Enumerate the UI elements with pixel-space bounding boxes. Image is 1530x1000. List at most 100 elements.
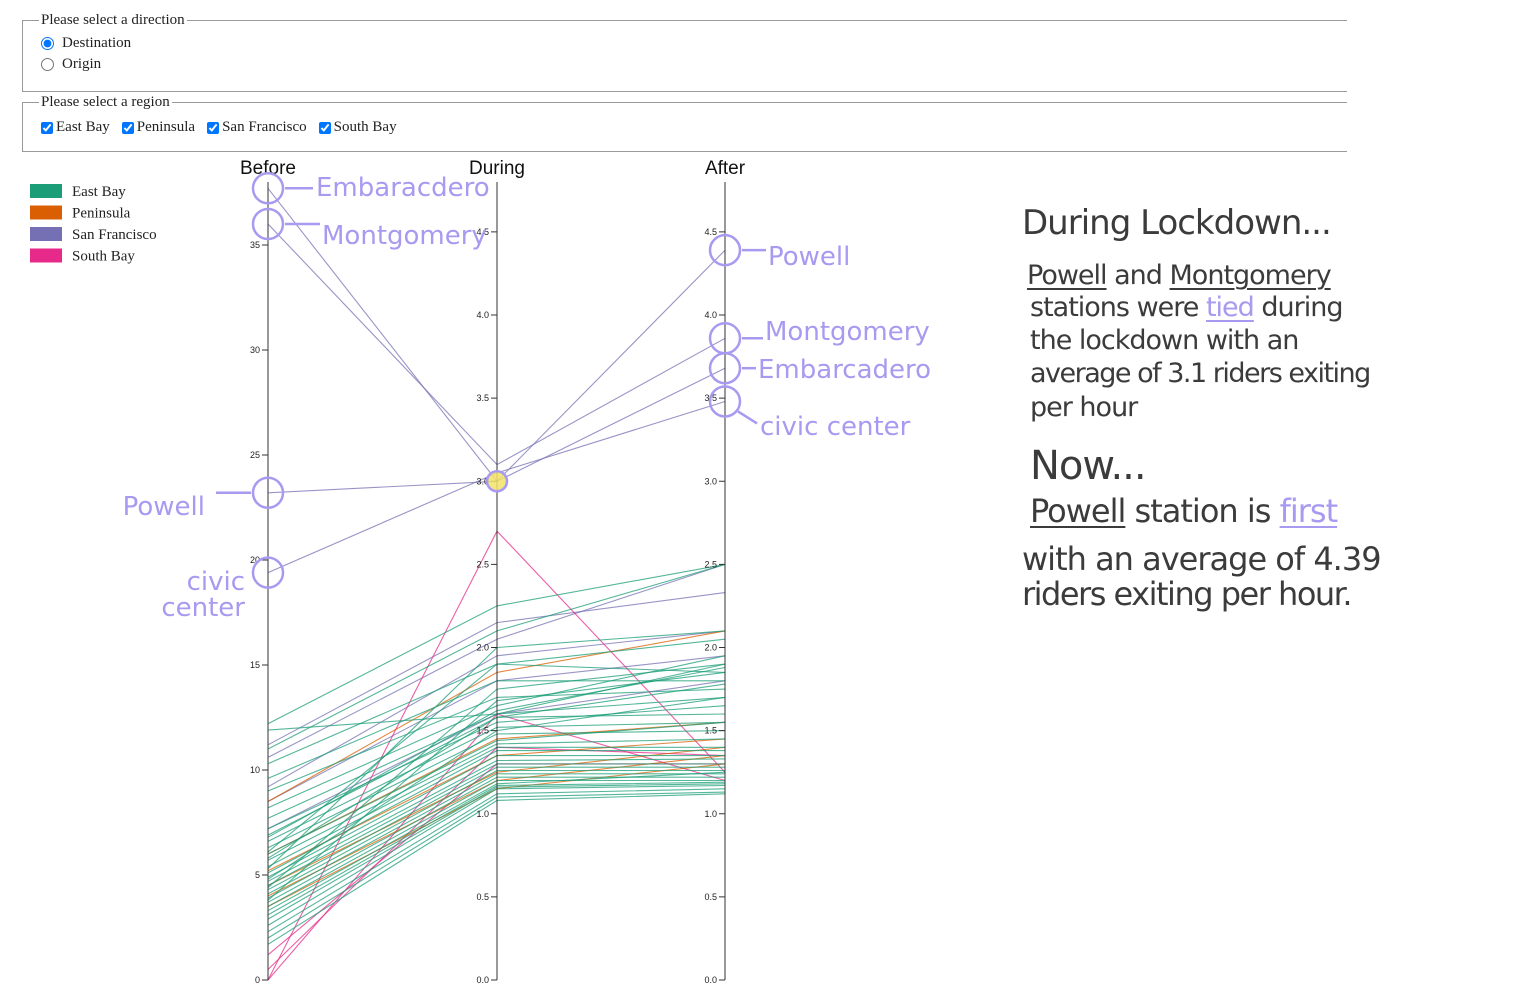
axis-tick-label-during: 0.0 <box>476 975 489 985</box>
axis-title-during: During <box>469 158 525 179</box>
axis-tick-label-after: 1.0 <box>704 809 717 819</box>
radio-destination-input[interactable] <box>41 37 54 50</box>
region-legend: Please select a region <box>41 94 170 110</box>
axis-tick-label-before: 30 <box>250 345 260 355</box>
note-p2-line3: riders exiting per hour. <box>1022 575 1353 613</box>
axis-tick-label-during: 4.5 <box>476 227 489 237</box>
axis-tick-label-after: 4.5 <box>704 227 717 237</box>
chart-legend: East Bay Peninsula San Francisco South Bay <box>30 184 157 265</box>
note-during: during <box>1253 292 1343 323</box>
annotation-circle-2 <box>251 207 285 241</box>
annotation-circle-7 <box>708 351 742 385</box>
checkbox-peninsula[interactable]: Peninsula <box>118 119 195 136</box>
note-p1-line1: Powell and Montgomery <box>1027 260 1332 291</box>
checkbox-east-bay-input[interactable] <box>41 121 53 134</box>
legend-swatch-san-francisco <box>30 227 62 241</box>
axis-tick-label-during: 2.0 <box>476 643 489 653</box>
annotation-label-4-1: civic <box>187 567 245 597</box>
during-highlight-marker <box>485 470 509 493</box>
region-fieldset: Please select a region East Bay Peninsul… <box>22 94 1347 152</box>
annotation-label-7: Embarcadero <box>758 355 931 385</box>
legend-swatch-east-bay <box>30 184 62 198</box>
axis-tick-label-during: 0.5 <box>476 892 489 902</box>
axis-tick-label-before: 10 <box>250 765 260 775</box>
axis-tick-label-during: 3.0 <box>476 476 489 486</box>
annotation-label-1: Embaracdero <box>316 173 490 203</box>
axis-tick-label-after: 0.5 <box>704 892 717 902</box>
note-p1-line4: average of 3.1 riders exiting <box>1030 358 1371 389</box>
axis-tick-label-after: 2.0 <box>704 643 717 653</box>
annotation-circle-4 <box>251 556 285 589</box>
axis-tick-label-before: 0 <box>255 975 260 985</box>
axis-title-after: After <box>705 158 746 179</box>
direction-legend: Please select a direction <box>41 12 185 28</box>
note-p2-line2: with an average of 4.39 <box>1022 540 1382 578</box>
annotation-label-2: Montgomery <box>322 221 487 251</box>
checkbox-south-bay-input[interactable] <box>318 121 331 134</box>
radio-destination[interactable]: Destination <box>37 33 1333 54</box>
legend-swatch-peninsula <box>30 205 62 220</box>
axis-title-before: Before <box>240 158 296 179</box>
axis-tick-label-after: 3.0 <box>704 476 717 486</box>
note-powell-2: Powell <box>1030 492 1126 530</box>
annotation-label-5: Powell <box>768 242 850 272</box>
note-title: During Lockdown... <box>1022 203 1332 243</box>
annotation-label-6: Montgomery <box>765 317 930 347</box>
note-and: and <box>1106 260 1170 291</box>
axis-tick-label-before: 15 <box>250 660 260 670</box>
note-powell: Powell <box>1027 260 1108 291</box>
checkbox-san-francisco-input[interactable] <box>207 121 220 134</box>
checkbox-south-bay-label: South Bay <box>333 119 397 135</box>
note-first: first <box>1279 492 1339 530</box>
axis-tick-label-during: 1.5 <box>476 726 489 736</box>
legend-label-san-francisco: San Francisco <box>72 227 157 243</box>
axis-tick-label-during: 4.0 <box>476 310 489 320</box>
axis-tick-label-during: 3.5 <box>476 393 489 403</box>
radio-origin[interactable]: Origin <box>37 54 1333 75</box>
radio-destination-label: Destination <box>62 35 132 51</box>
axis-tick-label-before: 20 <box>250 555 260 565</box>
note-stations-were: stations were <box>1030 292 1206 323</box>
note-p1-line3: the lockdown with an <box>1030 325 1299 356</box>
checkbox-san-francisco-label: San Francisco <box>222 119 307 135</box>
axis-tick-label-after: 0.0 <box>704 975 717 985</box>
checkbox-east-bay-label: East Bay <box>56 119 110 135</box>
axis-tick-label-during: 2.5 <box>476 559 489 569</box>
checkbox-peninsula-input[interactable] <box>121 121 134 134</box>
axis-tick-label-before: 5 <box>255 870 260 880</box>
checkbox-east-bay[interactable]: East Bay <box>37 119 110 136</box>
note-station-is: station is <box>1125 492 1280 530</box>
annotation-connector-civic-after <box>737 410 758 425</box>
annotation-circle-3 <box>251 476 285 510</box>
note-p1-line2: stations were tied during <box>1030 292 1343 323</box>
axis-tick-label-after: 2.5 <box>704 559 717 569</box>
legend-label-peninsula: Peninsula <box>72 206 131 222</box>
axis-tick-label-before: 25 <box>250 450 260 460</box>
axis-tick-label-before: 35 <box>250 240 260 250</box>
annotation-circle-5 <box>708 233 742 267</box>
legend-label-east-bay: East Bay <box>72 184 126 200</box>
chart-axes: Before 0 5 10 15 20 25 30 35 During 0.0 0.5 1.0 1.5 2.… <box>240 158 746 985</box>
note-p1-line5: per hour <box>1030 392 1138 423</box>
checkbox-south-bay[interactable]: South Bay <box>315 119 397 136</box>
note-now: Now... <box>1030 443 1147 489</box>
radio-origin-label: Origin <box>62 56 102 72</box>
axis-tick-label-during: 1.0 <box>476 809 489 819</box>
axis-tick-label-after: 1.5 <box>704 726 717 736</box>
checkbox-san-francisco[interactable]: San Francisco <box>203 119 307 136</box>
checkbox-peninsula-label: Peninsula <box>136 119 196 135</box>
region-checkbox-row: East Bay Peninsula San Francisco South B… <box>37 119 1333 136</box>
note-p2-line1: Powell station is first <box>1030 492 1339 530</box>
annotation-circle-1 <box>251 172 285 205</box>
legend-swatch-south-bay <box>30 248 62 263</box>
radio-origin-input[interactable] <box>41 58 54 71</box>
axis-tick-label-after: 4.0 <box>704 310 717 320</box>
annotation-label-4-2: center <box>161 593 245 623</box>
annotation-label-8: civic center <box>760 412 911 442</box>
annotation-label-3: Powell <box>123 492 205 522</box>
note-montgomery: Montgomery <box>1169 260 1332 291</box>
legend-label-south-bay: South Bay <box>72 249 135 265</box>
direction-fieldset: Please select a direction Destination Or… <box>22 12 1347 92</box>
